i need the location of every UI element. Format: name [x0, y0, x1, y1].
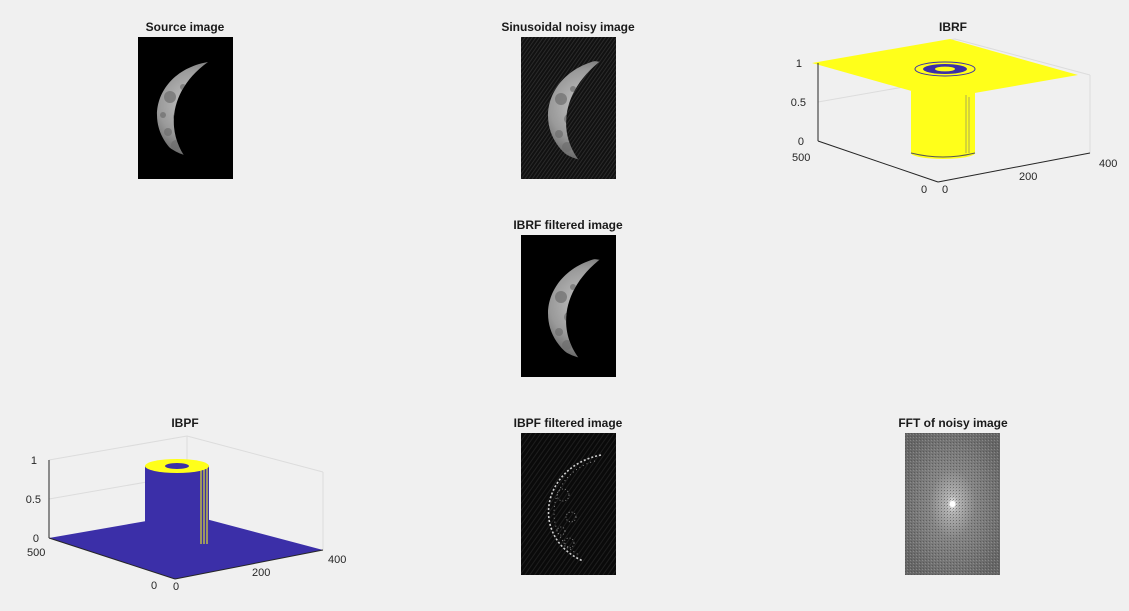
ibpf-ytick-0: 0 [151, 580, 157, 592]
ibrf-ztick-1: 1 [796, 58, 802, 70]
ibpf-ztick-05: 0.5 [26, 494, 41, 506]
title-ibpf-filtered: IBPF filtered image [513, 416, 623, 430]
ibpf-xtick-0: 0 [173, 581, 179, 593]
ibrf-ztick-0: 0 [798, 136, 804, 148]
ibpf-surface-plot: 1 0.5 0 500 0 0 200 400 [26, 435, 346, 593]
ibrf-xtick-400: 400 [1099, 158, 1117, 170]
ibpf-ztick-1: 1 [31, 455, 37, 467]
title-ibrf-filtered: IBRF filtered image [513, 218, 623, 232]
ibrf-xtick-0: 0 [942, 184, 948, 196]
ibrf-surface-plot: 1 0.5 0 500 0 0 200 400 [791, 38, 1117, 196]
title-noisy-image: Sinusoidal noisy image [501, 20, 635, 34]
title-ibrf: IBRF [939, 20, 967, 34]
ibpf-xtick-200: 200 [252, 567, 270, 579]
title-fft: FFT of noisy image [898, 416, 1008, 430]
fft-image [905, 433, 1000, 575]
ibpf-ztick-0: 0 [33, 533, 39, 545]
title-ibpf: IBPF [171, 416, 199, 430]
ibpf-ytick-500: 500 [27, 547, 45, 559]
ibrf-ytick-500: 500 [792, 152, 810, 164]
title-source-image: Source image [145, 20, 225, 34]
ibpf-xtick-400: 400 [328, 554, 346, 566]
noisy-image [521, 37, 616, 179]
ibrf-ztick-05: 0.5 [791, 97, 806, 109]
ibpf-filtered-image [521, 433, 616, 575]
source-image [138, 37, 233, 179]
ibrf-xtick-200: 200 [1019, 171, 1037, 183]
ibrf-filtered-image [521, 235, 616, 377]
ibrf-ytick-0: 0 [921, 184, 927, 196]
